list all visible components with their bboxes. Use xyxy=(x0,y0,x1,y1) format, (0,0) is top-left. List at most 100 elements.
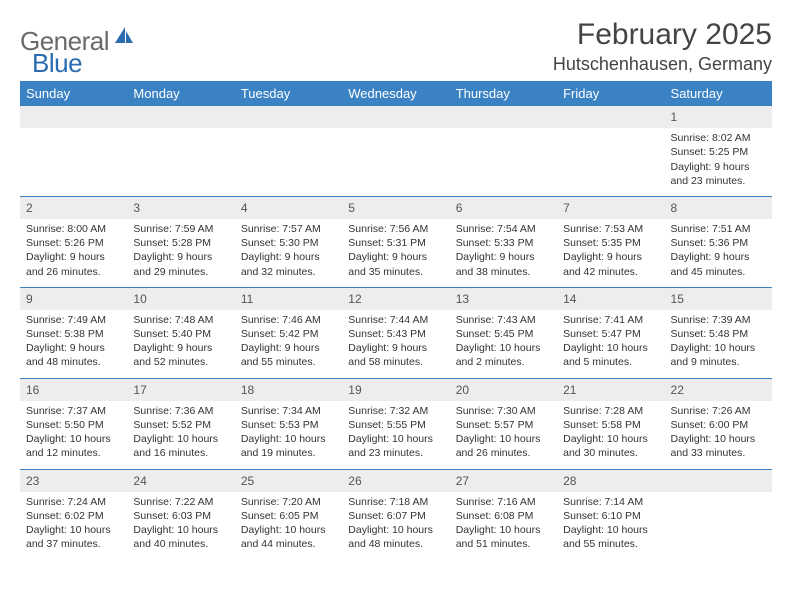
day-number-cell: 24 xyxy=(127,469,234,492)
sunrise-text: Sunrise: 7:24 AM xyxy=(26,495,121,509)
sunset-text: Sunset: 6:00 PM xyxy=(671,418,766,432)
day-number-cell: 21 xyxy=(557,378,664,401)
day-number: 9 xyxy=(26,292,33,306)
sunset-text: Sunset: 5:47 PM xyxy=(563,327,658,341)
day-number-cell xyxy=(557,106,664,128)
sunrise-text: Sunrise: 7:18 AM xyxy=(348,495,443,509)
daylight-text: Daylight: 9 hours and 55 minutes. xyxy=(241,341,336,369)
day-detail-cell xyxy=(342,128,449,196)
day-detail-cell: Sunrise: 7:28 AMSunset: 5:58 PMDaylight:… xyxy=(557,401,664,469)
daylight-text: Daylight: 10 hours and 2 minutes. xyxy=(456,341,551,369)
day-number: 5 xyxy=(348,201,355,215)
calendar-table: Sunday Monday Tuesday Wednesday Thursday… xyxy=(20,81,772,559)
sunrise-text: Sunrise: 8:02 AM xyxy=(671,131,766,145)
day-number: 11 xyxy=(241,292,253,306)
title-block: February 2025 Hutschenhausen, Germany xyxy=(553,18,772,75)
day-detail-cell: Sunrise: 7:20 AMSunset: 6:05 PMDaylight:… xyxy=(235,492,342,560)
day-detail-cell: Sunrise: 7:16 AMSunset: 6:08 PMDaylight:… xyxy=(450,492,557,560)
location: Hutschenhausen, Germany xyxy=(553,54,772,75)
day-detail-cell xyxy=(20,128,127,196)
day-number-cell: 9 xyxy=(20,287,127,310)
daylight-text: Daylight: 10 hours and 37 minutes. xyxy=(26,523,121,551)
weekday-header: Friday xyxy=(557,81,664,106)
day-number: 13 xyxy=(456,292,469,306)
sunrise-text: Sunrise: 7:57 AM xyxy=(241,222,336,236)
day-detail-cell: Sunrise: 7:39 AMSunset: 5:48 PMDaylight:… xyxy=(665,310,772,378)
sunset-text: Sunset: 5:35 PM xyxy=(563,236,658,250)
sunrise-text: Sunrise: 7:34 AM xyxy=(241,404,336,418)
sunrise-text: Sunrise: 7:44 AM xyxy=(348,313,443,327)
sunrise-text: Sunrise: 7:36 AM xyxy=(133,404,228,418)
day-number-row: 1 xyxy=(20,106,772,128)
logo-text-blue: Blue xyxy=(32,48,82,78)
sunrise-text: Sunrise: 7:49 AM xyxy=(26,313,121,327)
day-detail-cell: Sunrise: 7:34 AMSunset: 5:53 PMDaylight:… xyxy=(235,401,342,469)
daylight-text: Daylight: 10 hours and 55 minutes. xyxy=(563,523,658,551)
sunrise-text: Sunrise: 7:26 AM xyxy=(671,404,766,418)
day-detail-cell: Sunrise: 7:59 AMSunset: 5:28 PMDaylight:… xyxy=(127,219,234,287)
day-detail-row: Sunrise: 7:37 AMSunset: 5:50 PMDaylight:… xyxy=(20,401,772,469)
sunset-text: Sunset: 6:07 PM xyxy=(348,509,443,523)
sunset-text: Sunset: 5:36 PM xyxy=(671,236,766,250)
day-number: 26 xyxy=(348,474,361,488)
day-detail-cell: Sunrise: 7:54 AMSunset: 5:33 PMDaylight:… xyxy=(450,219,557,287)
day-detail-cell xyxy=(127,128,234,196)
day-number-cell: 10 xyxy=(127,287,234,310)
day-detail-cell: Sunrise: 7:32 AMSunset: 5:55 PMDaylight:… xyxy=(342,401,449,469)
day-detail-cell: Sunrise: 7:30 AMSunset: 5:57 PMDaylight:… xyxy=(450,401,557,469)
sunset-text: Sunset: 5:25 PM xyxy=(671,145,766,159)
sunset-text: Sunset: 5:30 PM xyxy=(241,236,336,250)
sunrise-text: Sunrise: 7:28 AM xyxy=(563,404,658,418)
day-number: 6 xyxy=(456,201,463,215)
daylight-text: Daylight: 9 hours and 35 minutes. xyxy=(348,250,443,278)
header: General February 2025 Hutschenhausen, Ge… xyxy=(20,18,772,75)
daylight-text: Daylight: 9 hours and 45 minutes. xyxy=(671,250,766,278)
sunrise-text: Sunrise: 7:37 AM xyxy=(26,404,121,418)
daylight-text: Daylight: 9 hours and 29 minutes. xyxy=(133,250,228,278)
sunset-text: Sunset: 5:48 PM xyxy=(671,327,766,341)
day-number-cell: 12 xyxy=(342,287,449,310)
day-detail-cell: Sunrise: 7:53 AMSunset: 5:35 PMDaylight:… xyxy=(557,219,664,287)
daylight-text: Daylight: 9 hours and 38 minutes. xyxy=(456,250,551,278)
weekday-header: Saturday xyxy=(665,81,772,106)
day-detail-cell: Sunrise: 7:48 AMSunset: 5:40 PMDaylight:… xyxy=(127,310,234,378)
sunset-text: Sunset: 5:57 PM xyxy=(456,418,551,432)
day-number: 14 xyxy=(563,292,576,306)
day-number-cell: 22 xyxy=(665,378,772,401)
day-number: 2 xyxy=(26,201,33,215)
sunset-text: Sunset: 6:08 PM xyxy=(456,509,551,523)
day-detail-cell xyxy=(450,128,557,196)
day-number-cell: 8 xyxy=(665,196,772,219)
sail-icon xyxy=(113,25,135,52)
day-number: 20 xyxy=(456,383,469,397)
day-detail-cell: Sunrise: 7:26 AMSunset: 6:00 PMDaylight:… xyxy=(665,401,772,469)
daylight-text: Daylight: 10 hours and 12 minutes. xyxy=(26,432,121,460)
day-number-cell: 5 xyxy=(342,196,449,219)
daylight-text: Daylight: 9 hours and 26 minutes. xyxy=(26,250,121,278)
day-number-cell: 3 xyxy=(127,196,234,219)
sunrise-text: Sunrise: 7:30 AM xyxy=(456,404,551,418)
day-number-cell: 18 xyxy=(235,378,342,401)
day-number: 7 xyxy=(563,201,570,215)
day-number-cell: 13 xyxy=(450,287,557,310)
daylight-text: Daylight: 10 hours and 26 minutes. xyxy=(456,432,551,460)
sunrise-text: Sunrise: 7:41 AM xyxy=(563,313,658,327)
sunset-text: Sunset: 6:10 PM xyxy=(563,509,658,523)
day-number: 17 xyxy=(133,383,146,397)
day-detail-cell xyxy=(235,128,342,196)
day-number-cell: 2 xyxy=(20,196,127,219)
sunrise-text: Sunrise: 7:16 AM xyxy=(456,495,551,509)
day-number: 23 xyxy=(26,474,39,488)
day-number: 12 xyxy=(348,292,361,306)
day-number-cell xyxy=(450,106,557,128)
daylight-text: Daylight: 10 hours and 44 minutes. xyxy=(241,523,336,551)
day-detail-cell: Sunrise: 7:51 AMSunset: 5:36 PMDaylight:… xyxy=(665,219,772,287)
logo-text-blue-wrap: Blue xyxy=(32,48,82,79)
day-detail-cell: Sunrise: 7:43 AMSunset: 5:45 PMDaylight:… xyxy=(450,310,557,378)
day-detail-cell: Sunrise: 7:36 AMSunset: 5:52 PMDaylight:… xyxy=(127,401,234,469)
day-number: 3 xyxy=(133,201,140,215)
daylight-text: Daylight: 10 hours and 23 minutes. xyxy=(348,432,443,460)
sunset-text: Sunset: 6:03 PM xyxy=(133,509,228,523)
day-number-cell: 7 xyxy=(557,196,664,219)
day-number-row: 232425262728 xyxy=(20,469,772,492)
